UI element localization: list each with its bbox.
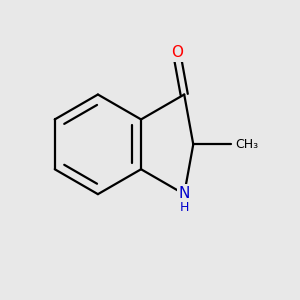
Text: N: N [178,185,190,200]
Text: CH₃: CH₃ [235,138,258,151]
Text: H: H [179,201,189,214]
Text: O: O [171,45,183,60]
